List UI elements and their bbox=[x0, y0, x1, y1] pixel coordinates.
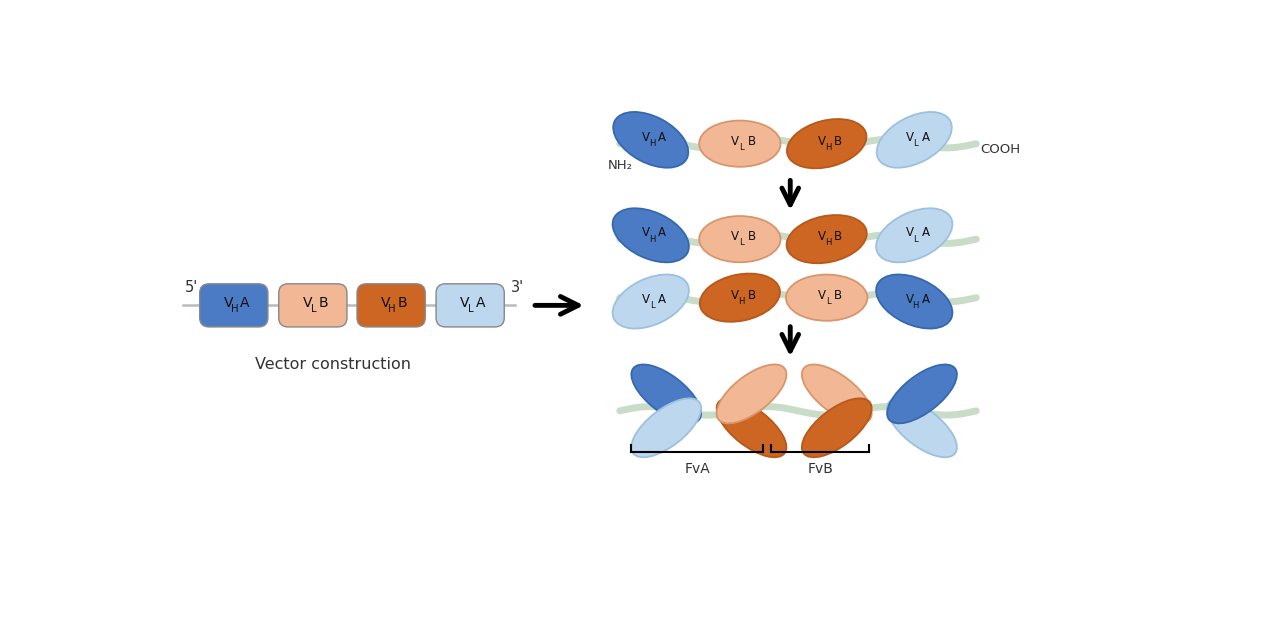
Text: H: H bbox=[739, 297, 745, 306]
Ellipse shape bbox=[802, 398, 872, 458]
Text: V: V bbox=[223, 296, 233, 310]
Text: L: L bbox=[914, 235, 919, 243]
Text: H: H bbox=[231, 304, 239, 314]
Text: B: B bbox=[397, 296, 407, 310]
Ellipse shape bbox=[717, 398, 787, 458]
Ellipse shape bbox=[632, 398, 702, 458]
Text: NH₂: NH₂ bbox=[608, 158, 632, 172]
FancyBboxPatch shape bbox=[199, 284, 268, 327]
Text: B: B bbox=[747, 135, 755, 148]
Text: V: V bbox=[906, 226, 914, 240]
Ellipse shape bbox=[613, 208, 689, 263]
Text: V: V bbox=[303, 296, 312, 310]
Ellipse shape bbox=[887, 364, 957, 424]
Text: FvA: FvA bbox=[684, 462, 711, 475]
Ellipse shape bbox=[787, 215, 867, 263]
Text: H: H bbox=[912, 301, 919, 310]
FancyBboxPatch shape bbox=[437, 284, 504, 327]
Text: L: L bbox=[739, 238, 744, 247]
Text: V: V bbox=[731, 289, 740, 302]
Ellipse shape bbox=[699, 121, 780, 167]
Text: A: A bbox=[476, 296, 486, 310]
FancyBboxPatch shape bbox=[357, 284, 425, 327]
Ellipse shape bbox=[613, 275, 689, 328]
Ellipse shape bbox=[877, 112, 952, 167]
Text: A: A bbox=[921, 131, 930, 144]
Text: V: V bbox=[731, 135, 740, 148]
Text: Vector construction: Vector construction bbox=[255, 357, 411, 372]
Text: B: B bbox=[834, 135, 843, 148]
Ellipse shape bbox=[802, 364, 872, 424]
Ellipse shape bbox=[876, 208, 953, 263]
Text: A: A bbox=[240, 296, 250, 310]
Text: 3': 3' bbox=[511, 280, 524, 295]
Text: H: H bbox=[650, 139, 656, 148]
Text: L: L bbox=[914, 139, 919, 148]
Text: V: V bbox=[642, 293, 650, 305]
Text: FvB: FvB bbox=[807, 462, 832, 475]
Text: H: H bbox=[825, 143, 831, 152]
Text: V: V bbox=[381, 296, 391, 310]
Text: B: B bbox=[747, 230, 755, 243]
FancyBboxPatch shape bbox=[279, 284, 346, 327]
Text: V: V bbox=[642, 131, 650, 144]
Text: L: L bbox=[739, 143, 744, 152]
Text: V: V bbox=[819, 230, 826, 243]
Text: V: V bbox=[731, 230, 740, 243]
Text: L: L bbox=[826, 297, 831, 306]
Text: H: H bbox=[650, 235, 656, 243]
Text: L: L bbox=[468, 304, 473, 314]
Text: V: V bbox=[642, 226, 650, 240]
Ellipse shape bbox=[699, 273, 780, 322]
Text: COOH: COOH bbox=[980, 143, 1020, 157]
Text: 5': 5' bbox=[185, 280, 198, 295]
Text: V: V bbox=[819, 289, 826, 302]
Ellipse shape bbox=[613, 112, 688, 167]
Text: V: V bbox=[819, 135, 826, 148]
Text: B: B bbox=[834, 289, 843, 302]
Ellipse shape bbox=[699, 216, 780, 262]
Text: A: A bbox=[659, 226, 666, 240]
Ellipse shape bbox=[787, 119, 867, 168]
Text: H: H bbox=[388, 304, 396, 314]
Text: L: L bbox=[650, 301, 655, 310]
Text: B: B bbox=[834, 230, 843, 243]
Ellipse shape bbox=[876, 275, 953, 328]
Text: B: B bbox=[319, 296, 329, 310]
Text: A: A bbox=[659, 131, 666, 144]
Text: B: B bbox=[747, 289, 755, 302]
Text: V: V bbox=[906, 131, 914, 144]
Ellipse shape bbox=[632, 364, 702, 424]
Text: A: A bbox=[659, 293, 666, 305]
Text: A: A bbox=[921, 293, 930, 305]
Text: V: V bbox=[459, 296, 470, 310]
Text: H: H bbox=[825, 238, 831, 247]
Text: A: A bbox=[921, 226, 930, 240]
Ellipse shape bbox=[717, 364, 787, 424]
Ellipse shape bbox=[887, 398, 957, 458]
Text: L: L bbox=[311, 304, 316, 314]
Text: V: V bbox=[906, 293, 914, 305]
Ellipse shape bbox=[786, 275, 868, 321]
